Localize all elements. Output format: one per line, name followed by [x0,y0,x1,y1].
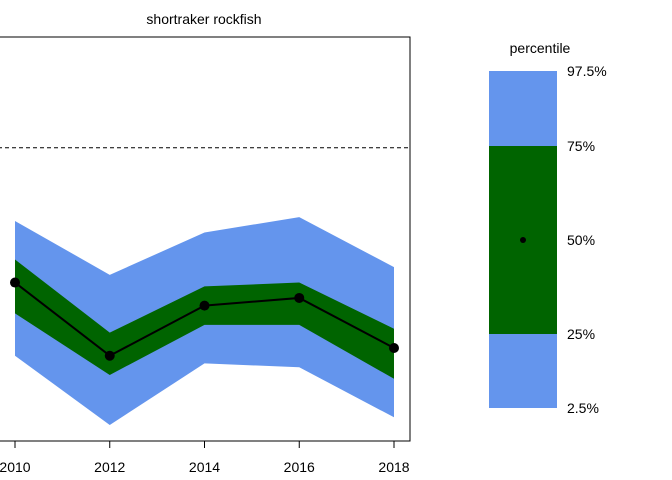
median-point-2010 [10,277,20,288]
legend: percentile 97.5% 75% 50% 25% 2.5% [489,40,607,416]
x-tick-label-2014: 2014 [189,459,220,475]
band-inner [15,259,394,379]
legend-median-dot [520,237,526,243]
x-tick-label-2010: 2010 [0,459,31,475]
plot-area: 2010 2012 2014 2016 2018 [0,36,411,475]
legend-label-75pct: 75% [567,138,595,154]
legend-title: percentile [510,40,571,56]
legend-label-2.5pct: 2.5% [567,400,599,416]
median-point-2014 [199,300,210,311]
median-point-2012 [104,350,115,361]
x-tick-label-2012: 2012 [94,459,125,475]
legend-label-97.5pct: 97.5% [567,63,607,79]
chart-title: shortraker rockfish [146,11,261,27]
median-point-2018 [389,343,399,353]
legend-label-25pct: 25% [567,326,595,342]
legend-label-50pct: 50% [567,232,595,248]
x-tick-label-2018: 2018 [378,459,409,475]
x-tick-label-2016: 2016 [284,459,315,475]
median-point-2016 [294,292,305,303]
